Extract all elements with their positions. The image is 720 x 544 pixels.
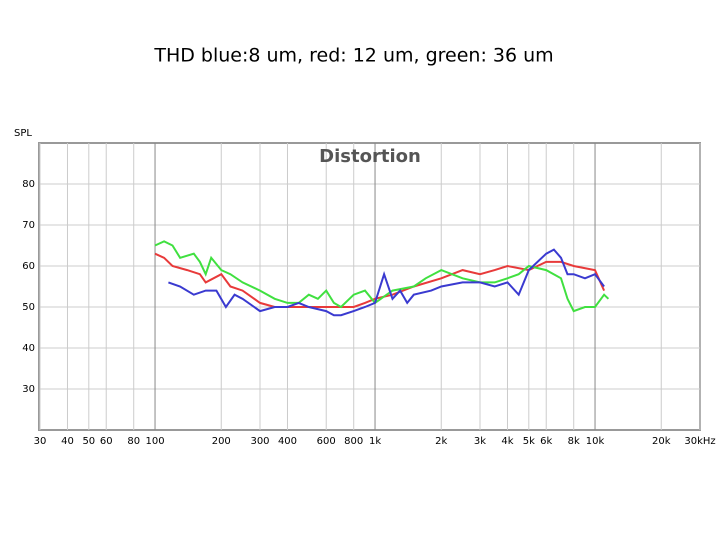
x-tick-label: 4k — [501, 436, 513, 447]
grid — [39, 143, 701, 430]
x-tick-label: 6k — [540, 436, 552, 447]
annotation: Distortion — [319, 146, 421, 167]
y-tick-label: 30 — [22, 384, 35, 395]
x-tick-label: 8k — [568, 436, 580, 447]
x-tick-label: 1k — [369, 436, 381, 447]
x-tick-label: 400 — [278, 436, 297, 447]
lines — [154, 240, 610, 317]
x-tick-label: 30kHz — [684, 436, 715, 447]
y-tick-label: 40 — [22, 343, 35, 354]
x-tick-label: 3k — [474, 436, 486, 447]
series-line — [154, 240, 610, 313]
x-tick-label: 600 — [317, 436, 336, 447]
y-tick-label: 80 — [22, 179, 35, 190]
plot-area — [38, 142, 701, 431]
x-tick-label: 20k — [652, 436, 671, 447]
x-tick-label: 800 — [344, 436, 363, 447]
y-tick-label: 70 — [22, 220, 35, 231]
x-tick-label: 30 — [34, 436, 47, 447]
x-tick-label: 80 — [127, 436, 140, 447]
x-tick-label: 60 — [100, 436, 113, 447]
x-tick-label: 100 — [145, 436, 164, 447]
y-axis-label: SPL — [14, 128, 32, 139]
x-tick-label: 5k — [523, 436, 535, 447]
x-tick-label: 10k — [586, 436, 605, 447]
x-tick-label: 2k — [435, 436, 447, 447]
x-tick-label: 50 — [82, 436, 95, 447]
x-tick-label: 40 — [61, 436, 74, 447]
x-tick-label: 200 — [212, 436, 231, 447]
x-tick-label: 300 — [250, 436, 269, 447]
y-tick-label: 50 — [22, 302, 35, 313]
y-tick-label: 60 — [22, 261, 35, 272]
chart-title: THD blue:8 um, red: 12 um, green: 36 um — [153, 45, 553, 67]
series-line — [168, 248, 605, 317]
